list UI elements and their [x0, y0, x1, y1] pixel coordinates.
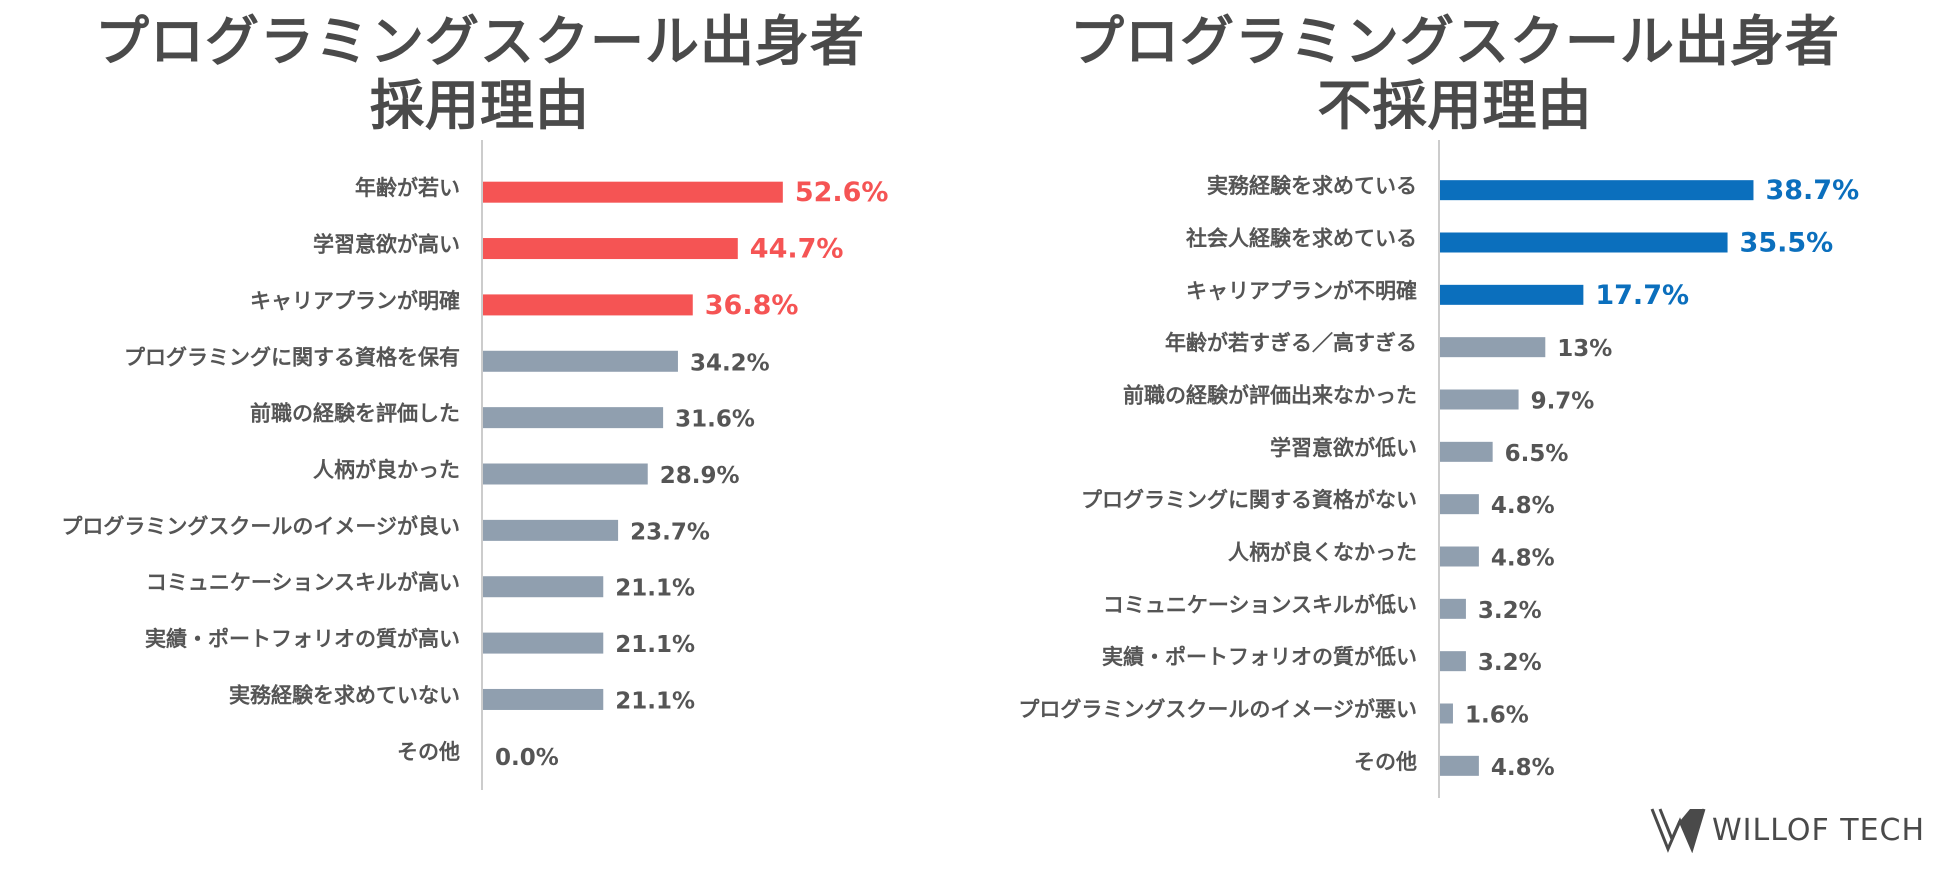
bar: [1440, 441, 1493, 462]
category-label: 人柄が良くなかった: [1228, 541, 1417, 565]
value-label: 4.8%: [1491, 755, 1555, 781]
bar: [1440, 703, 1453, 724]
category-label: キャリアプランが明確: [250, 289, 460, 313]
category-label: キャリアプランが不明確: [1186, 279, 1417, 303]
bar: [1440, 546, 1479, 567]
bar: [1440, 180, 1754, 201]
chart-title-rejection-reasons: プログラミングスクール出身者 不採用理由: [960, 10, 1950, 138]
category-label: その他: [1354, 750, 1417, 774]
value-label: 35.5%: [1740, 228, 1834, 259]
bar: [483, 181, 783, 203]
value-label: 21.1%: [615, 688, 695, 714]
logo-text: WILLOF TECH: [1712, 813, 1926, 848]
value-label: 3.2%: [1478, 598, 1542, 624]
value-label: 21.1%: [615, 576, 695, 602]
bar: [1440, 651, 1466, 672]
category-label: コミュニケーションスキルが高い: [146, 571, 460, 595]
category-label: 実務経験を求めている: [1207, 174, 1417, 198]
chart-title-hiring-reasons: プログラミングスクール出身者 採用理由: [0, 10, 960, 138]
bar: [483, 350, 678, 372]
category-label: コミュニケーションスキルが低い: [1103, 593, 1417, 617]
category-label: 年齢が若い: [355, 176, 460, 200]
bar: [483, 632, 604, 654]
category-label: 学習意欲が高い: [313, 233, 460, 257]
value-label: 23.7%: [630, 519, 710, 545]
value-label: 1.6%: [1465, 703, 1529, 729]
value-label: 44.7%: [750, 234, 844, 265]
category-label: 実務経験を求めていない: [229, 683, 460, 707]
value-label: 0.0%: [495, 745, 559, 771]
category-label: 前職の経験が評価出来なかった: [1123, 384, 1417, 408]
category-label: プログラミングに関する資格がない: [1081, 488, 1417, 512]
value-label: 34.2%: [690, 350, 770, 376]
bar: [483, 688, 604, 710]
value-label: 28.9%: [660, 463, 740, 489]
hiring-reasons-bar-chart: 年齢が若い 52.6% 学習意欲が高い 44.7% キャリアプランが明確 36.8% プログ…: [61, 140, 889, 790]
category-label: プログラミングスクールのイメージが悪い: [1018, 698, 1417, 722]
bar: [1440, 494, 1479, 515]
rejection-reasons-bar-chart: 実務経験を求めている 38.7% 社会人経験を求めている 35.5% キャリアプランが不…: [1018, 140, 1859, 798]
bar: [1440, 598, 1466, 619]
value-label: 52.6%: [795, 177, 889, 208]
category-label: 学習意欲が低い: [1270, 436, 1417, 460]
category-label: 年齢が若すぎる／高すぎる: [1165, 331, 1417, 355]
category-label: 前職の経験を評価した: [250, 402, 460, 426]
value-label: 9.7%: [1531, 389, 1595, 415]
willof-tech-logo: WILLOF TECH: [1650, 805, 1930, 855]
category-label: 実績・ポートフォリオの質が高い: [145, 627, 460, 651]
chart-title-line-1: プログラミングスクール出身者: [1070, 10, 1840, 73]
value-label: 31.6%: [675, 407, 755, 433]
bar: [483, 519, 619, 541]
category-label: 社会人経験を求めている: [1185, 227, 1417, 251]
bar: [1440, 284, 1584, 305]
category-label: プログラミングスクールのイメージが良い: [61, 514, 460, 538]
value-label: 38.7%: [1765, 175, 1859, 206]
value-label: 6.5%: [1505, 441, 1569, 467]
chart-title-line-2: 採用理由: [370, 74, 590, 137]
value-label: 21.1%: [615, 632, 695, 658]
bar: [1440, 755, 1479, 776]
category-label: その他: [397, 740, 460, 764]
bar: [483, 463, 648, 485]
chart-title-line-1: プログラミングスクール出身者: [95, 10, 865, 73]
bar: [483, 407, 664, 429]
bar: [483, 238, 738, 260]
category-label: 実績・ポートフォリオの質が低い: [1102, 645, 1417, 669]
bar: [1440, 389, 1519, 410]
value-label: 3.2%: [1478, 650, 1542, 676]
bar: [483, 294, 693, 316]
bar: [483, 576, 604, 598]
value-label: 36.8%: [705, 290, 799, 321]
category-label: 人柄が良かった: [313, 458, 460, 482]
category-label: プログラミングに関する資格を保有: [124, 345, 460, 369]
value-label: 4.8%: [1491, 493, 1555, 519]
bar: [1440, 337, 1546, 358]
bar: [1440, 232, 1728, 253]
value-label: 17.7%: [1595, 280, 1689, 311]
willof-tech-logo-icon: [1650, 808, 1706, 854]
chart-title-line-2: 不採用理由: [1317, 74, 1593, 137]
value-label: 13%: [1557, 336, 1612, 362]
value-label: 4.8%: [1491, 546, 1555, 572]
